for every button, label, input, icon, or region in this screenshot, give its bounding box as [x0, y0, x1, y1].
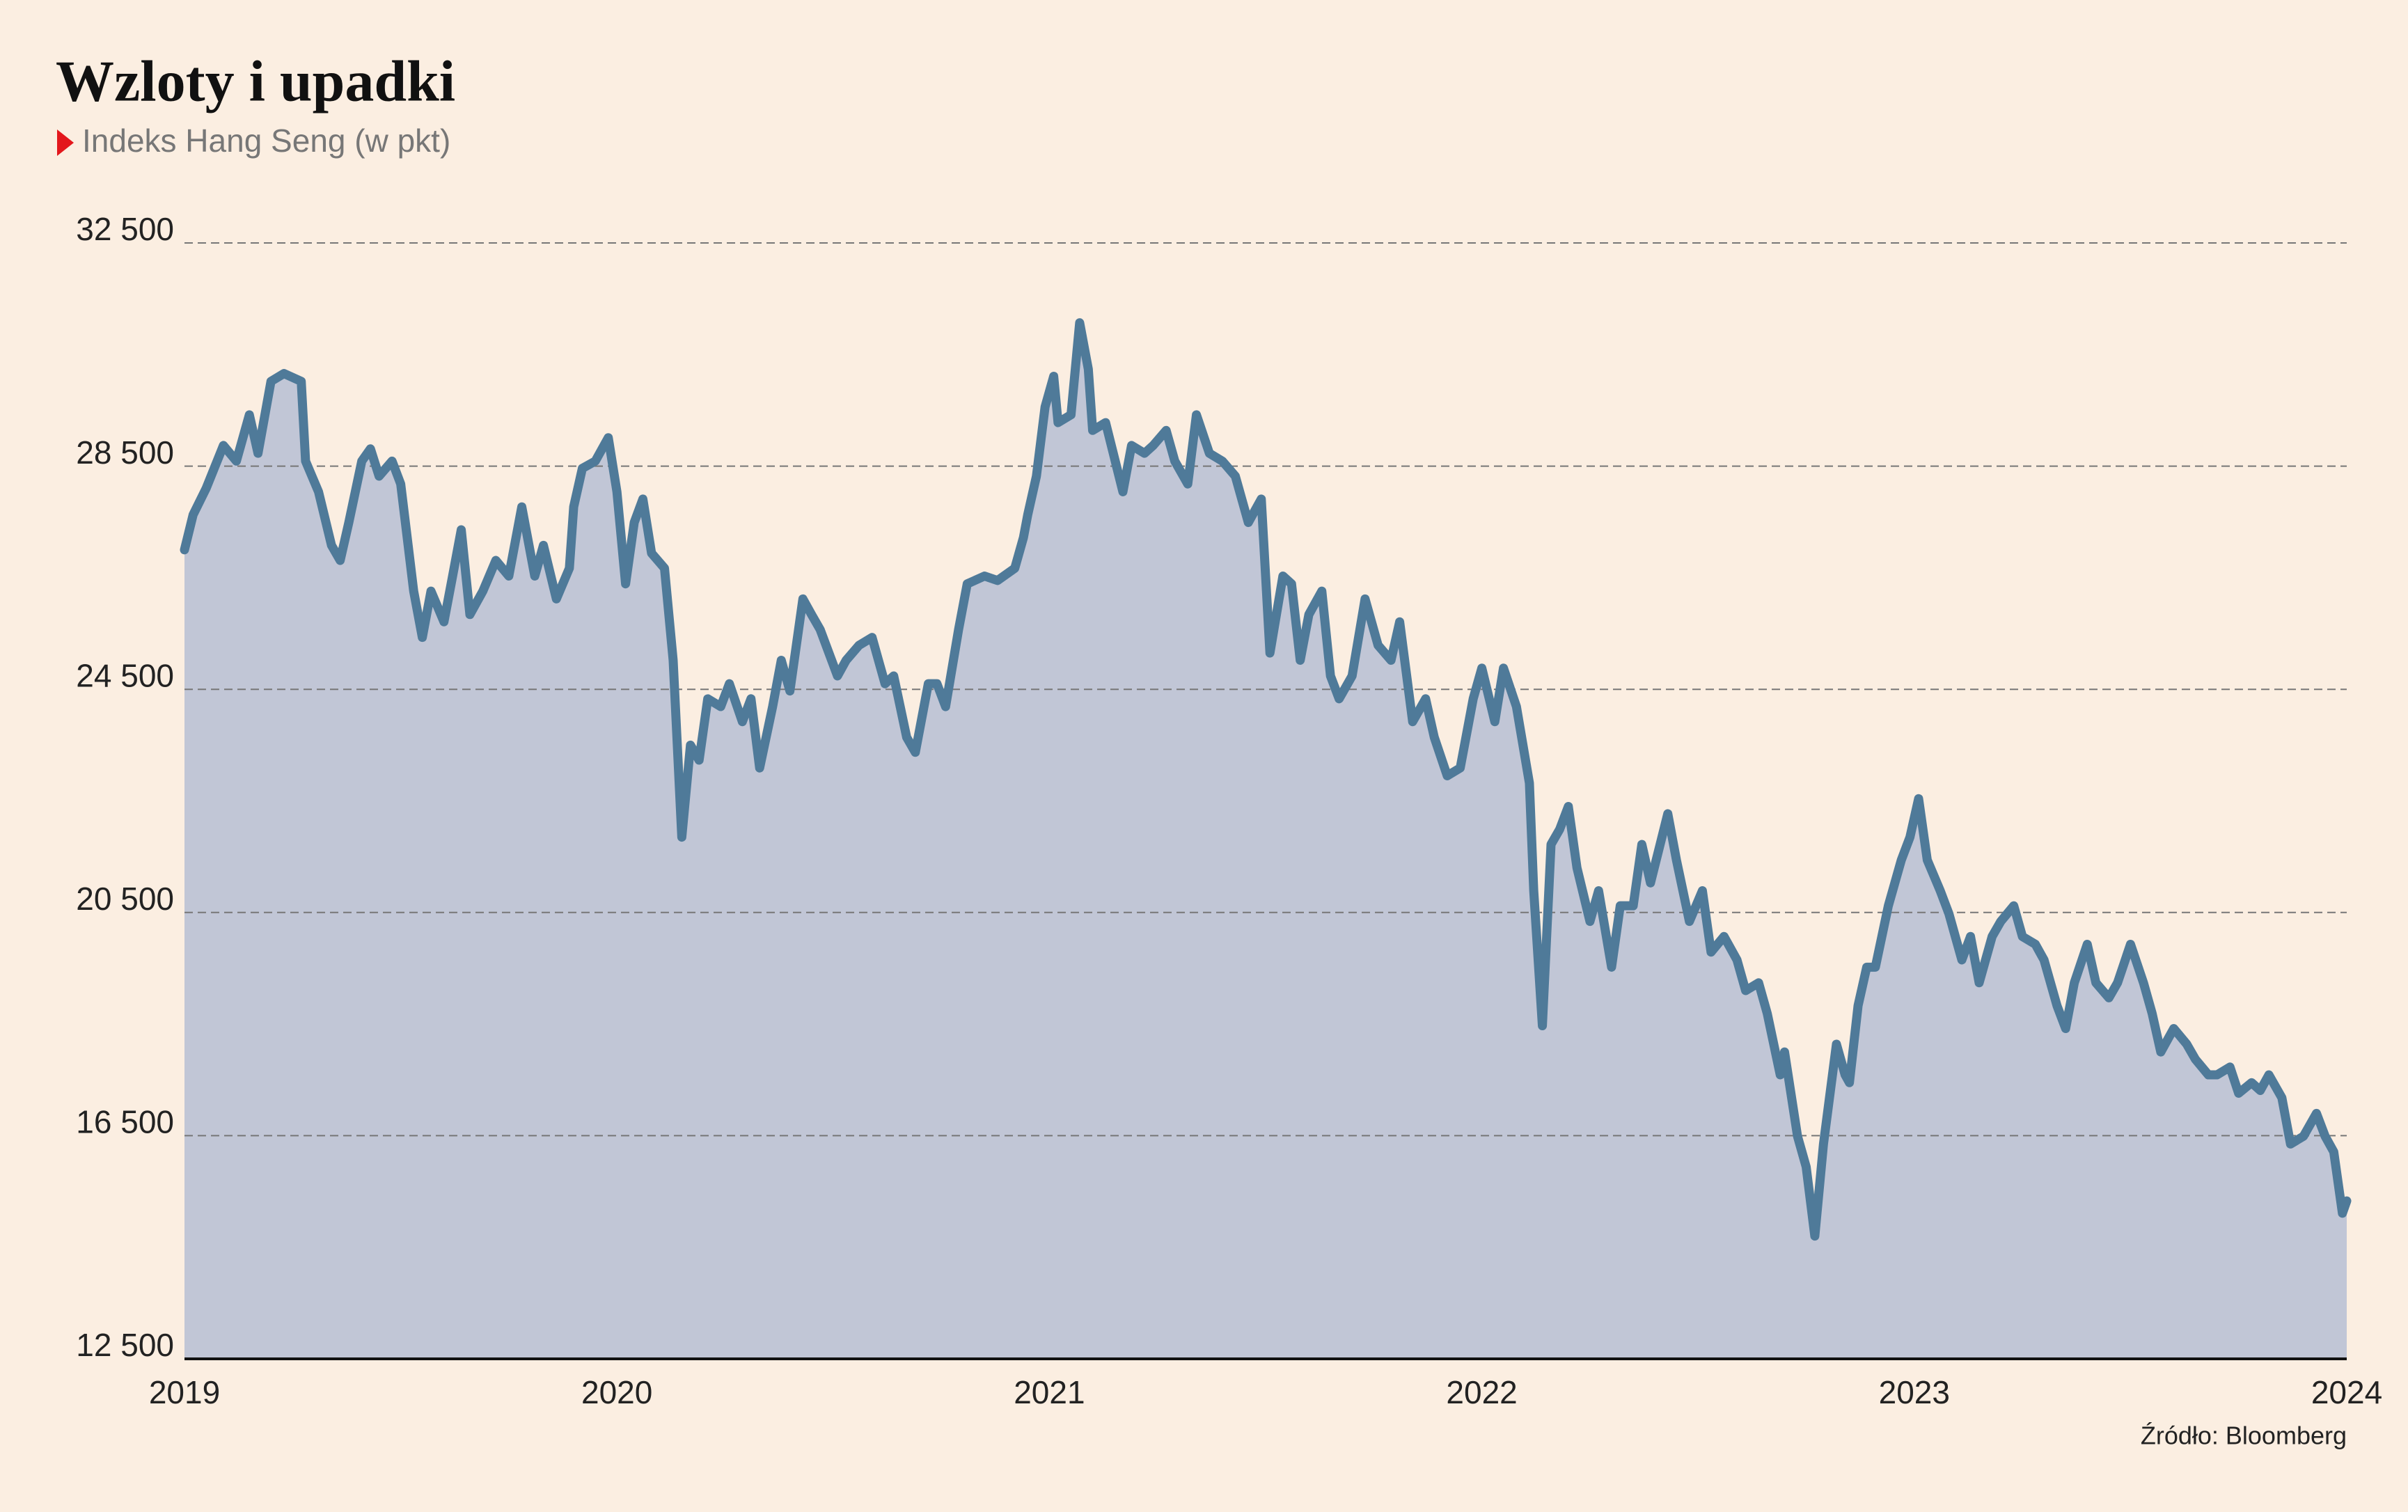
- x-tick-label: 2023: [1879, 1374, 1950, 1410]
- chart-subtitle: Indeks Hang Seng (w pkt): [82, 123, 450, 159]
- subtitle-marker: [57, 129, 74, 156]
- y-tick-label: 28 500: [76, 434, 174, 471]
- y-tick-label: 32 500: [76, 211, 174, 247]
- x-tick-label: 2024: [2311, 1374, 2382, 1410]
- x-tick-label: 2022: [1446, 1374, 1517, 1410]
- x-tick-label: 2020: [581, 1374, 652, 1410]
- chart-title: Wzloty i upadki: [56, 49, 455, 113]
- x-tick-label: 2019: [149, 1374, 220, 1410]
- source-note: Źródło: Bloomberg: [2141, 1422, 2347, 1450]
- x-tick-label: 2021: [1014, 1374, 1085, 1410]
- y-tick-label: 16 500: [76, 1104, 174, 1140]
- y-tick-label: 12 500: [76, 1327, 174, 1363]
- y-tick-label: 20 500: [76, 881, 174, 917]
- area-fill: [184, 322, 2347, 1359]
- line: [180, 318, 2352, 1241]
- y-tick-label: 24 500: [76, 657, 174, 693]
